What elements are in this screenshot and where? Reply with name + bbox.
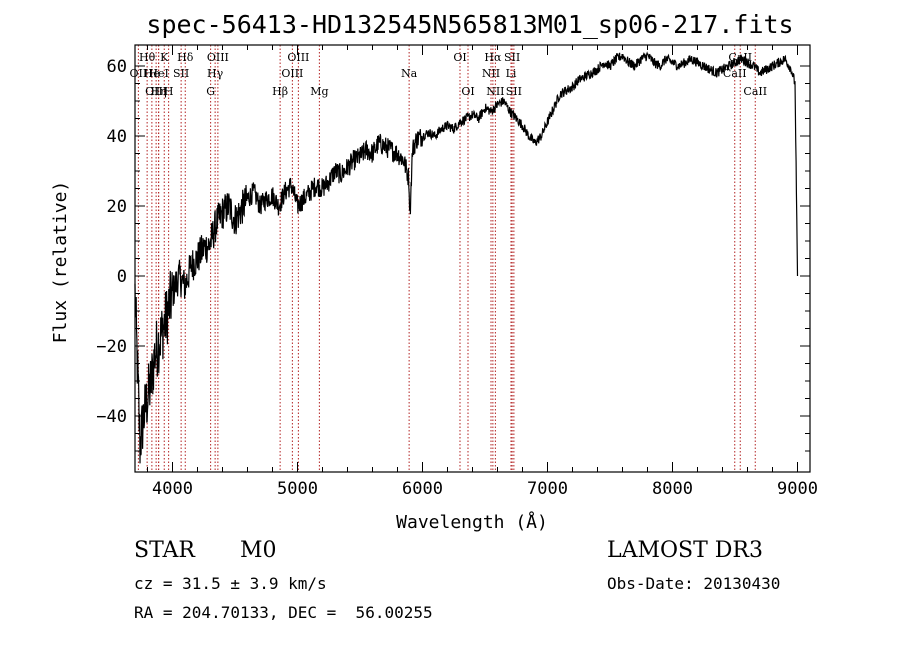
spectral-line-label: Li xyxy=(506,67,517,80)
plot-frame xyxy=(134,44,811,473)
spectral-line-label: OI xyxy=(453,51,466,64)
spectral-line-label: He xyxy=(144,67,160,80)
spectral-line-label: OIII xyxy=(145,85,167,98)
chart-title: spec-56413-HD132545N565813M01_sp06-217.f… xyxy=(146,10,793,39)
x-tick-label: 5000 xyxy=(277,479,318,499)
spectral-line-label: SII xyxy=(506,85,522,98)
x-tick-label: 6000 xyxy=(402,479,443,499)
spectral-line-label: Hα xyxy=(484,51,502,64)
spectral-line-label: CaII xyxy=(743,85,767,98)
spectral-line-label: OIII xyxy=(281,67,303,80)
x-axis-label: Wavelength (Å) xyxy=(396,511,548,533)
spectral-line-label: K xyxy=(160,51,169,64)
x-axis-ticks: 4000 5000 6000 7000 8000 9000 xyxy=(147,45,818,499)
y-tick-label: 40 xyxy=(107,127,127,147)
obs-date: Obs-Date: 20130430 xyxy=(607,574,781,593)
spectral-line-label: Hθ xyxy=(139,51,156,64)
spectral-line-label: CaII xyxy=(723,67,747,80)
x-tick-label: 7000 xyxy=(527,479,568,499)
x-tick-label: 8000 xyxy=(652,479,693,499)
spectral-line-label: G xyxy=(206,85,215,98)
spectral-line-label: Na xyxy=(401,67,418,80)
spectral-line-label: OII xyxy=(130,67,148,80)
spectral-line-label: Hγ xyxy=(207,67,224,80)
spectral-line-label: HeI xyxy=(148,67,168,80)
y-tick-label: 0 xyxy=(117,267,127,287)
spectral-line-label: Mg xyxy=(310,85,328,98)
redshift-cz: cz = 31.5 ± 3.9 km/s xyxy=(134,574,327,593)
y-axis-ticks: −40 −20 0 20 40 60 xyxy=(96,57,810,452)
spectral-line-label: SII xyxy=(504,51,520,64)
spectral-line-label: NII xyxy=(486,85,504,98)
y-tick-label: 20 xyxy=(107,197,127,217)
object-subclass: M0 xyxy=(240,538,277,563)
y-tick-label: −20 xyxy=(96,337,127,357)
spectral-lines xyxy=(137,45,756,472)
spectral-line-label: OI xyxy=(461,85,474,98)
y-axis-label: Flux (relative) xyxy=(50,181,71,344)
x-tick-label: 4000 xyxy=(152,479,193,499)
survey-name: LAMOST DR3 xyxy=(607,538,763,563)
spectral-line-label: OIII xyxy=(207,51,229,64)
spectral-line-label: Hδ xyxy=(177,51,194,64)
ra-dec: RA = 204.70133, DEC = 56.00255 xyxy=(134,603,433,622)
y-tick-label: −40 xyxy=(96,407,127,427)
spectral-line-labels: Hθ OII OIII HeK HeI Hη SII H Hδ OIII Hγ G Hβ OIII OIII… xyxy=(130,51,768,98)
spectral-line-label: NII xyxy=(482,67,500,80)
spectral-line-label: H xyxy=(164,85,174,98)
spectral-line-label: Hη xyxy=(151,85,167,98)
object-class: STAR xyxy=(134,538,195,563)
y-tick-label: 60 xyxy=(107,57,127,77)
spectral-line-label: OIII xyxy=(287,51,309,64)
spectral-line-label: SII xyxy=(173,67,189,80)
x-tick-label: 9000 xyxy=(777,479,818,499)
spectral-line-label: Hβ xyxy=(272,85,288,98)
spectrum-line xyxy=(134,51,799,464)
